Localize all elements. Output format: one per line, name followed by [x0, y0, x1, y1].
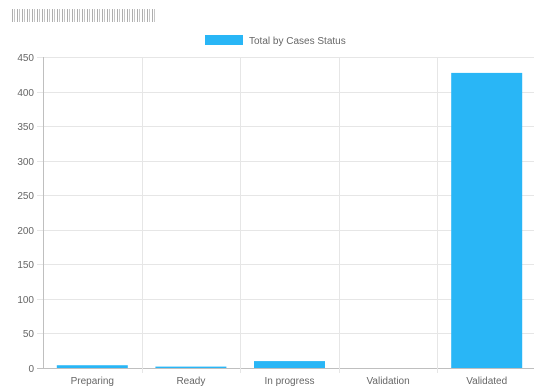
y-tick-label: 200	[17, 226, 34, 237]
bar-validated[interactable]	[451, 72, 523, 368]
y-tick-label: 150	[17, 260, 34, 271]
x-tick-label: Validation	[367, 376, 410, 387]
bar-ready[interactable]	[155, 366, 227, 368]
x-tick-label: In progress	[264, 376, 314, 387]
legend-label: Total by Cases Status	[249, 36, 346, 47]
y-tick-label: 350	[17, 122, 34, 133]
y-tick-label: 100	[17, 295, 34, 306]
legend-swatch	[205, 35, 243, 45]
y-tick-label: 0	[28, 364, 34, 375]
y-tick-label: 400	[17, 88, 34, 99]
bar-in-progress[interactable]	[254, 361, 325, 368]
x-tick-label: Preparing	[71, 376, 114, 387]
bar-preparing[interactable]	[56, 365, 128, 368]
legend[interactable]: Total by Cases Status	[205, 35, 346, 47]
x-tick-label: Validated	[466, 376, 507, 387]
redacted-header-text	[12, 9, 155, 22]
bars	[56, 72, 523, 368]
x-tick-label: Ready	[176, 376, 205, 387]
y-tick-label: 250	[17, 191, 34, 202]
axes: 0 50 100 150 200 250 300 350 400 450 Preparing Read…	[17, 53, 507, 387]
y-tick-label: 300	[17, 157, 34, 168]
y-tick-label: 450	[17, 53, 34, 64]
y-tick-label: 50	[23, 329, 35, 340]
